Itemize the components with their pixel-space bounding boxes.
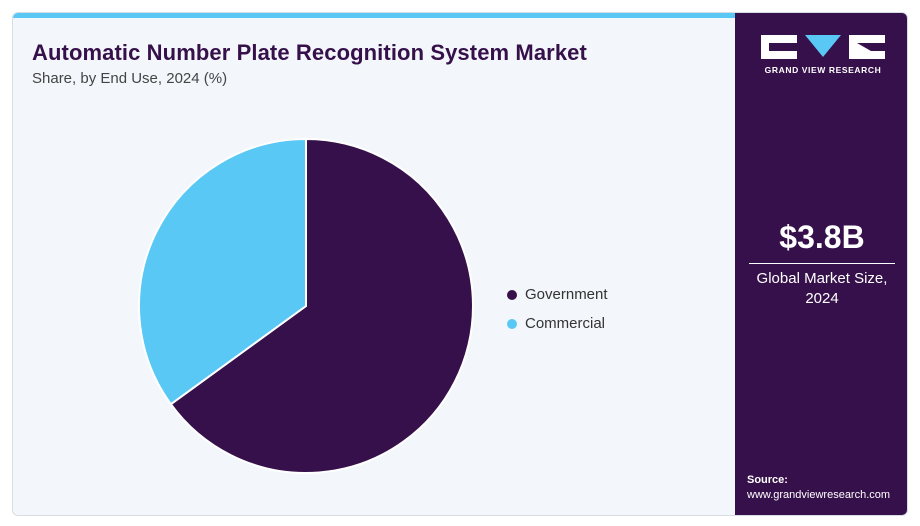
chart-title: Automatic Number Plate Recognition Syste…	[32, 40, 587, 65]
legend-label-commercial: Commercial	[525, 315, 606, 332]
chart-card: Automatic Number Plate Recognition Syste…	[12, 12, 908, 516]
pie-slice-commercial	[138, 137, 307, 406]
brand-logo: GRAND VIEW RESEARCH	[761, 35, 885, 75]
pie-chart	[138, 137, 474, 474]
legend-item-government: Government	[507, 280, 608, 309]
legend-label-government: Government	[525, 286, 608, 303]
legend-swatch-government	[507, 289, 517, 300]
legend-swatch-commercial	[507, 318, 517, 329]
market-size-value: $3.8B	[779, 219, 865, 255]
value-divider	[749, 263, 895, 264]
chart-subtitle: Share, by End Use, 2024 (%)	[32, 70, 228, 87]
chart-legend: Government Commercial	[507, 280, 608, 338]
pie-slice-government	[169, 137, 474, 474]
summary-sidebar: GRAND VIEW RESEARCH $3.8B Global Market …	[735, 13, 907, 515]
legend-item-commercial: Commercial	[507, 309, 608, 338]
logo-mark-icon	[761, 35, 885, 59]
source-url: www.grandviewresearch.com	[747, 489, 891, 501]
source-note: Source: www.grandviewresearch.com	[747, 474, 890, 501]
chart-panel: Automatic Number Plate Recognition Syste…	[13, 13, 735, 515]
logo-text: GRAND VIEW RESEARCH	[764, 65, 882, 75]
market-size-label: Global Market Size, 2024	[756, 270, 888, 307]
source-label: Source:	[747, 474, 788, 486]
